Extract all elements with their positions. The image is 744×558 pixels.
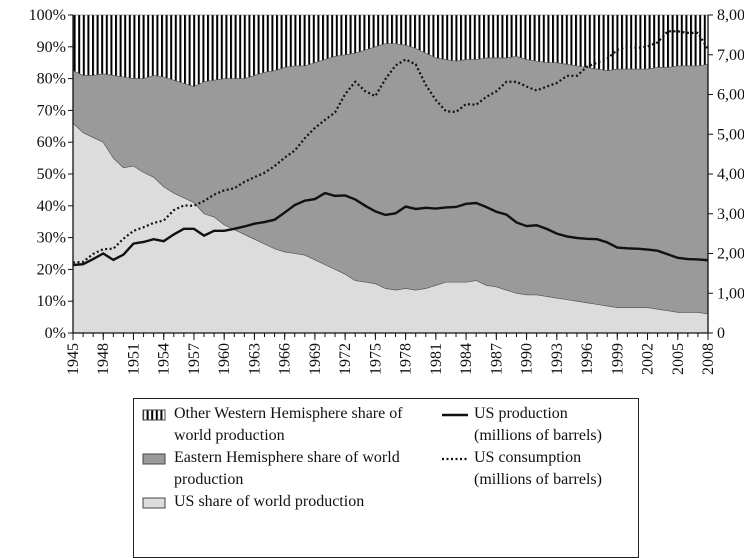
legend-label: Other Western Hemisphere share of world …	[174, 405, 403, 444]
swatch-fill	[142, 453, 166, 465]
swatch-fill	[142, 497, 166, 509]
legend-swatch	[142, 453, 166, 465]
x-tick-label: 1954	[156, 343, 173, 375]
y-tick-label: 0%	[45, 325, 66, 342]
legend-swatch	[442, 413, 468, 417]
x-tick-label: 1960	[216, 343, 233, 375]
y2-tick-label: 3,000	[717, 206, 744, 223]
y-tick-label: 70%	[37, 102, 66, 119]
legend-swatch	[142, 409, 166, 421]
x-tick-label: 1966	[277, 343, 294, 375]
y-tick-label: 40%	[37, 198, 66, 215]
y-tick-label: 80%	[37, 71, 66, 88]
y2-tick-label: 5,000	[717, 126, 744, 143]
x-tick-label: 1990	[519, 343, 536, 375]
x-tick-label: 1963	[246, 343, 263, 375]
x-tick-label: 2002	[640, 343, 657, 375]
y-tick-label: 50%	[37, 166, 66, 183]
x-tick-label: 1975	[367, 343, 384, 375]
chart: 0% 10% 20% 30% 40% 50% 60% 70% 80% 90% 100% 0 1,000 2…	[29, 7, 744, 375]
y2-tick-label: 4,000	[717, 166, 744, 183]
swatch-fill	[142, 409, 166, 421]
y-tick-label: 10%	[37, 293, 66, 310]
x-tick-label: 1987	[488, 343, 505, 375]
x-tick-label: 1996	[579, 343, 596, 375]
x-tick-label: 1978	[398, 343, 415, 375]
x-tick-label: 1993	[549, 343, 566, 375]
y2-tick-label: 8,000	[717, 7, 744, 24]
legend-label: Eastern Hemisphere share of world produc…	[174, 449, 400, 488]
legend-label: US production (millions of barrels)	[474, 405, 602, 444]
legend-label: US share of world production	[174, 493, 365, 510]
x-tick-label: 2005	[670, 343, 687, 375]
y-tick-label: 100%	[29, 7, 66, 24]
y2-tick-label: 6,000	[717, 87, 744, 104]
legend-swatch	[142, 497, 166, 509]
y-tick-label: 60%	[37, 134, 66, 151]
x-tick-label: 1984	[458, 343, 475, 375]
x-tick-label: 1981	[428, 343, 445, 375]
x-tick-label: 1972	[337, 343, 354, 375]
y2-tick-label: 0	[717, 325, 725, 342]
x-tick-label: 1951	[125, 343, 142, 375]
line	[72, 191, 709, 267]
legend-label: US consumption (millions of barrels)	[474, 449, 602, 488]
y-tick-label: 20%	[37, 261, 66, 278]
x-tick-label: 1999	[609, 343, 626, 375]
x-tick-label: 2008	[700, 343, 717, 375]
x-tick-label: 1957	[186, 343, 203, 375]
legend-swatch	[442, 457, 468, 461]
x-tick-label: 1945	[65, 343, 82, 375]
x-tick-label: 1948	[95, 343, 112, 375]
x-tick-label: 1969	[307, 343, 324, 375]
line	[72, 30, 709, 264]
y2-tick-label: 7,000	[717, 47, 744, 64]
y-tick-label: 30%	[37, 230, 66, 247]
legend: Other Western Hemisphere share of world …	[133, 398, 639, 558]
y-tick-label: 90%	[37, 39, 66, 56]
y2-tick-label: 2,000	[717, 246, 744, 263]
y2-tick-label: 1,000	[717, 285, 744, 302]
